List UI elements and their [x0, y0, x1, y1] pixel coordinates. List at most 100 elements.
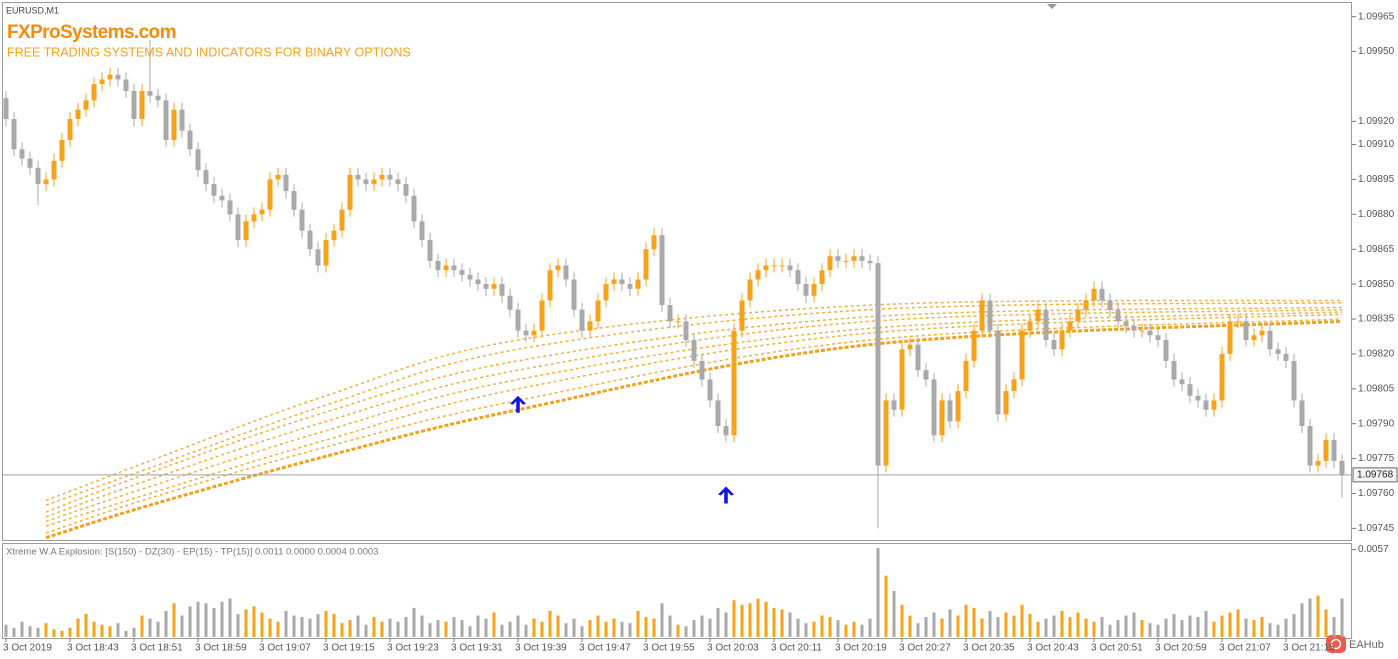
candle-body — [435, 260, 441, 271]
candle-body — [563, 265, 569, 280]
candle-body — [339, 209, 345, 231]
candle-body — [867, 260, 873, 264]
candle-body — [715, 400, 721, 427]
candle-body — [643, 249, 649, 280]
histogram-bar — [700, 615, 704, 637]
candle-body — [1251, 335, 1257, 340]
histogram-bar — [748, 603, 752, 637]
candle-body — [1323, 439, 1329, 461]
candle-body — [819, 270, 825, 285]
histogram-bar — [260, 612, 264, 637]
histogram-bar — [204, 603, 208, 637]
histogram-bar — [4, 624, 8, 637]
candle-body — [1219, 353, 1225, 401]
histogram-bar — [76, 618, 80, 637]
candle-body — [499, 284, 505, 296]
histogram-bar — [1260, 617, 1264, 637]
histogram-bar — [428, 623, 432, 637]
histogram-bar — [276, 621, 280, 637]
candle-body — [171, 109, 177, 140]
candle-body — [571, 279, 577, 310]
candle-body — [107, 74, 113, 80]
histogram-bar — [804, 623, 808, 637]
histogram-bar — [1180, 620, 1184, 637]
candle-body — [1139, 330, 1145, 332]
candle-body — [883, 400, 889, 466]
indicator-title: Xtreme W.A Explosion: [S(150) - DZ(30) -… — [6, 547, 378, 558]
histogram-bar — [228, 598, 232, 637]
candle-body — [3, 98, 9, 119]
candle-body — [235, 214, 241, 240]
histogram-bar — [852, 621, 856, 637]
histogram-bar — [164, 610, 168, 637]
candle-body — [347, 174, 353, 210]
candle-body — [947, 400, 953, 422]
candle-body — [595, 300, 601, 322]
candle-body — [555, 265, 561, 271]
chart-title: FXProSystems.com — [7, 22, 176, 43]
histogram-bar — [1020, 604, 1024, 637]
histogram-bar — [452, 617, 456, 637]
histogram-bar — [92, 621, 96, 637]
histogram-bar — [1156, 624, 1160, 637]
histogram-bar — [844, 624, 848, 637]
candle-body — [1171, 360, 1177, 380]
histogram-bar — [20, 621, 24, 637]
x-tick-label: 3 Oct 21:07 — [1219, 643, 1271, 654]
histogram-bar — [892, 591, 896, 637]
histogram-bar — [236, 614, 240, 637]
x-tick-label: 3 Oct 20:27 — [899, 643, 951, 654]
histogram-bar — [1052, 615, 1056, 637]
y-tick-label: 1.09965 — [1358, 11, 1395, 22]
candle-body — [203, 170, 209, 185]
histogram-bar — [684, 626, 688, 637]
histogram-bar — [692, 620, 696, 637]
histogram-bar — [412, 607, 416, 637]
histogram-bar — [44, 623, 48, 637]
histogram-bar — [268, 618, 272, 637]
candle-body — [1267, 330, 1273, 350]
histogram-bar — [668, 615, 672, 637]
histogram-bar — [884, 575, 888, 637]
histogram-bar — [924, 617, 928, 637]
x-tick-label: 3 Oct 2019 — [3, 643, 52, 654]
histogram-bar — [1276, 624, 1280, 637]
histogram-bar — [1212, 621, 1216, 637]
candle-body — [187, 130, 193, 150]
candle-body — [1315, 460, 1321, 466]
histogram-bar — [1244, 618, 1248, 637]
chart-subtitle: FREE TRADING SYSTEMS AND INDICATORS FOR … — [7, 45, 411, 59]
candle-body — [11, 118, 17, 150]
histogram-bar — [1204, 610, 1208, 637]
last-price-label: 1.09768 — [1357, 470, 1394, 481]
candle-body — [131, 91, 137, 119]
histogram-bar — [284, 610, 288, 637]
candle-body — [627, 284, 633, 289]
candle-body — [331, 230, 337, 240]
candle-body — [827, 256, 833, 271]
histogram-bar — [252, 606, 256, 637]
histogram-bar — [708, 618, 712, 637]
x-tick-label: 3 Oct 18:43 — [67, 643, 119, 654]
histogram-bar — [860, 624, 864, 637]
histogram-bar — [1100, 617, 1104, 637]
plot-area — [3, 39, 1345, 540]
candle-body — [611, 279, 617, 285]
candle-body — [651, 235, 657, 250]
histogram-bar — [516, 615, 520, 637]
candle-body — [291, 191, 297, 210]
candle-body — [1331, 439, 1337, 461]
histogram-bar — [532, 618, 536, 637]
candle-body — [371, 179, 377, 185]
candle-body — [275, 174, 281, 180]
histogram-bar — [1220, 615, 1224, 637]
histogram-bar — [212, 607, 216, 637]
histogram-bar — [1036, 621, 1040, 637]
candle-body — [779, 265, 785, 267]
histogram-bar — [660, 603, 664, 637]
histogram-bar — [1164, 618, 1168, 637]
y-tick-label: 1.09760 — [1358, 488, 1395, 499]
candle-body — [1107, 300, 1113, 310]
histogram-bar — [324, 610, 328, 637]
